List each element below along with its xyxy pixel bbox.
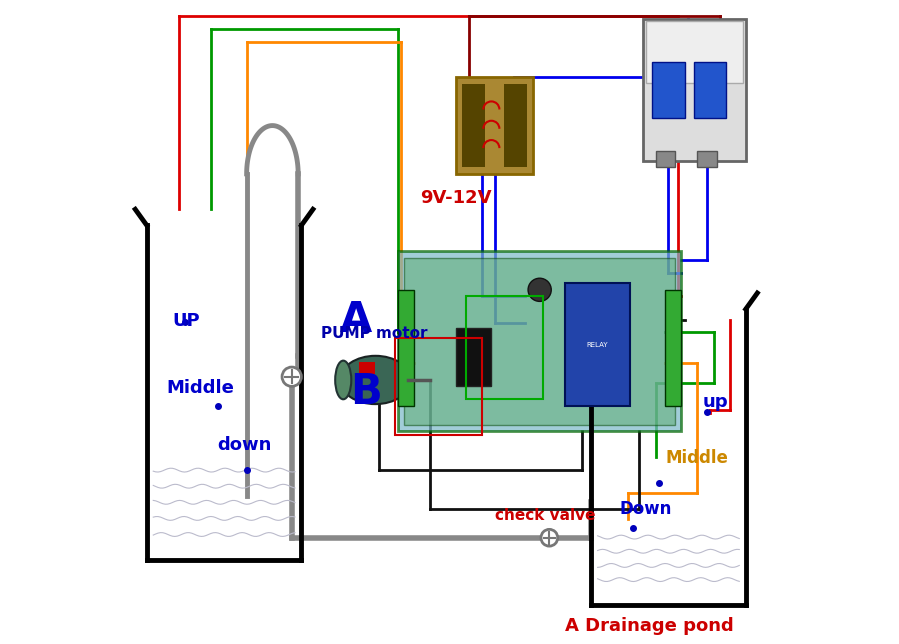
Text: down: down — [218, 436, 272, 454]
Bar — [645, 21, 743, 83]
Text: B: B — [350, 372, 381, 413]
Bar — [665, 290, 681, 406]
Bar — [504, 84, 527, 167]
Bar — [405, 258, 675, 425]
Bar — [462, 84, 485, 167]
Bar — [395, 338, 482, 435]
Text: 9V-12V: 9V-12V — [421, 189, 492, 207]
Text: Down: Down — [619, 500, 672, 518]
Text: up: up — [702, 393, 728, 411]
Bar — [653, 62, 684, 118]
Text: A Drainage pond: A Drainage pond — [565, 617, 734, 635]
Circle shape — [528, 278, 551, 301]
Circle shape — [541, 529, 557, 546]
Ellipse shape — [340, 356, 411, 404]
Bar — [694, 62, 726, 118]
Bar — [466, 296, 543, 399]
Text: A: A — [340, 299, 372, 341]
Circle shape — [282, 367, 301, 386]
Bar — [655, 151, 675, 167]
Text: PUMP motor: PUMP motor — [321, 326, 427, 341]
Text: check valve: check valve — [494, 507, 595, 523]
Bar — [456, 328, 492, 386]
Bar — [456, 77, 533, 174]
Bar — [643, 19, 746, 161]
Bar — [398, 290, 414, 406]
Text: Middle: Middle — [665, 449, 728, 467]
Text: UP: UP — [173, 312, 200, 330]
Text: RELAY: RELAY — [587, 341, 609, 348]
Bar — [360, 362, 376, 374]
Bar — [698, 151, 717, 167]
Bar — [398, 251, 681, 431]
Bar — [565, 283, 630, 406]
Text: Middle: Middle — [166, 379, 234, 397]
Ellipse shape — [335, 361, 352, 399]
